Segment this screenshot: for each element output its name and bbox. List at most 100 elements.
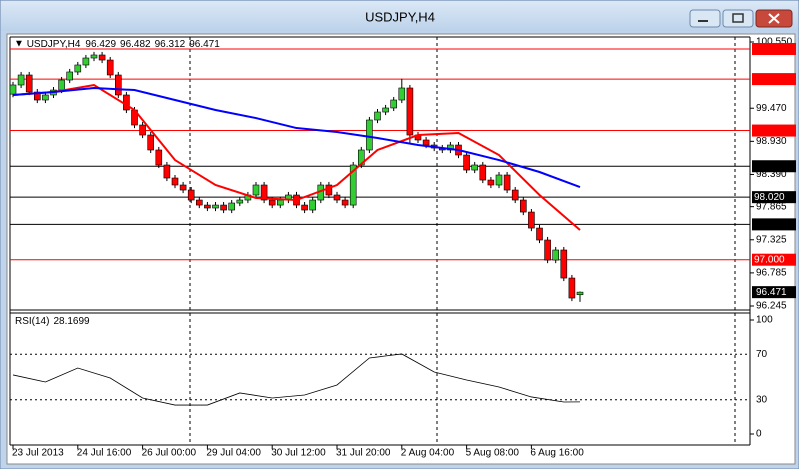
- price-label-box: [752, 286, 796, 299]
- candle-body: [115, 74, 122, 96]
- candle-body: [155, 149, 163, 166]
- candle-body: [528, 211, 535, 229]
- rsi-tick-label: 30: [756, 394, 768, 405]
- rsi-name: RSI(14): [15, 316, 49, 327]
- candle-body: [511, 189, 519, 201]
- y-tick-label: 100.550: [756, 37, 793, 48]
- candle-body: [196, 199, 203, 206]
- level-label-box: [752, 160, 796, 173]
- candle-body: [212, 204, 219, 209]
- candle-body: [260, 184, 268, 201]
- maximize-button[interactable]: [722, 9, 754, 28]
- candle-body: [98, 54, 106, 61]
- x-tick-label: 30 Jul 12:00: [271, 448, 326, 459]
- candle-body: [309, 199, 317, 211]
- level-label-box: [752, 218, 796, 231]
- candle-body: [74, 64, 82, 73]
- candle-body: [398, 87, 406, 101]
- rsi-header: RSI(14) 28.1699: [15, 316, 90, 327]
- candle-body: [576, 291, 584, 296]
- x-tick-label: 24 Jul 16:00: [77, 448, 132, 459]
- candle-body: [487, 179, 495, 186]
- rsi-line: [12, 353, 581, 406]
- y-tick-label: 99.470: [756, 103, 787, 114]
- candle-body: [463, 154, 470, 171]
- y-tick-label: 97.865: [756, 201, 787, 212]
- candle-body: [147, 134, 154, 151]
- candle-body: [495, 174, 503, 186]
- candle-body: [268, 199, 276, 206]
- level-label-box: [752, 73, 796, 86]
- rsi-tick-label: 70: [756, 349, 768, 360]
- candle-body: [228, 202, 235, 211]
- candle-body: [33, 91, 41, 101]
- candle-body: [341, 199, 349, 206]
- rsi-tick-label: 0: [756, 429, 762, 440]
- x-tick-label: 26 Jul 00:00: [142, 448, 197, 459]
- candle-body: [560, 249, 568, 279]
- moving-average: [12, 83, 581, 231]
- candle-body: [171, 177, 179, 186]
- y-tick-label: 96.245: [756, 301, 787, 312]
- rsi-value: 28.1699: [53, 316, 90, 327]
- y-tick-label: 98.930: [756, 136, 787, 147]
- candle-body: [374, 111, 381, 121]
- y-tick-label: 96.785: [756, 268, 787, 279]
- candle-body: [349, 164, 357, 206]
- price-label: 96.471: [756, 287, 787, 298]
- y-tick-label: 98.390: [756, 169, 787, 180]
- level-label-box: [752, 42, 796, 55]
- candle-body: [390, 99, 398, 109]
- moving-average: [12, 86, 581, 188]
- candle-body: [519, 199, 527, 213]
- level-label-box: [752, 124, 796, 137]
- candle-body: [90, 54, 98, 59]
- x-tick-label: 6 Aug 16:00: [530, 448, 584, 459]
- candle-body: [544, 239, 551, 261]
- symbol: USDJPY,H4: [27, 39, 81, 50]
- candle-body: [179, 184, 187, 191]
- candle-body: [276, 199, 284, 206]
- candle-body: [17, 74, 25, 86]
- candle-body: [568, 277, 576, 299]
- minimize-button[interactable]: [689, 9, 721, 28]
- chart-area: [6, 33, 796, 465]
- candle-body: [236, 199, 244, 204]
- x-tick-label: 23 Jul 2013: [12, 448, 64, 459]
- candle-body: [471, 164, 479, 171]
- candle-body: [66, 71, 73, 81]
- candle-body: [536, 227, 543, 241]
- candle-body: [382, 107, 389, 113]
- candle-body: [139, 124, 146, 136]
- x-tick-label: 2 Aug 04:00: [401, 448, 455, 459]
- title-bar: [1, 1, 798, 31]
- level-label: 97.000: [754, 254, 785, 265]
- level-label-box: [752, 191, 796, 204]
- candle-body: [187, 189, 195, 201]
- window-title: USDJPY,H4: [365, 9, 435, 24]
- candle-body: [252, 184, 260, 196]
- high: 96.482: [120, 39, 151, 50]
- x-tick-label: 29 Jul 04:00: [206, 448, 261, 459]
- candle-body: [422, 139, 430, 146]
- level-label-box: [752, 253, 796, 266]
- candle-body: [9, 84, 17, 95]
- candle-body: [106, 59, 114, 76]
- low: 96.312: [155, 39, 186, 50]
- candle-body: [82, 57, 90, 66]
- y-tick-label: 97.325: [756, 234, 787, 245]
- level-label: 98.020: [754, 192, 785, 203]
- candle-body: [25, 74, 33, 93]
- open: 96.429: [85, 39, 116, 50]
- candle-body: [406, 87, 414, 136]
- x-tick-label: 5 Aug 08:00: [466, 448, 520, 459]
- candle-body: [503, 174, 511, 191]
- candle-body: [552, 249, 560, 261]
- close-button[interactable]: [755, 9, 793, 28]
- candle-body: [479, 164, 487, 181]
- rsi-tick-label: 100: [756, 315, 773, 326]
- candle-body: [301, 204, 308, 211]
- candle-body: [123, 94, 130, 111]
- candle-body: [366, 119, 373, 151]
